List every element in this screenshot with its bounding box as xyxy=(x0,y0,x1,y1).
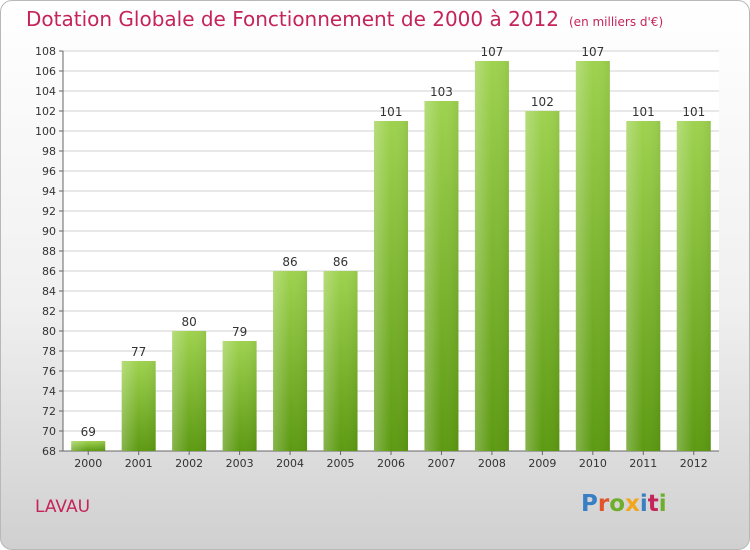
bar-shine xyxy=(474,61,509,451)
bar-shine xyxy=(121,361,156,451)
y-tick-label: 108 xyxy=(35,45,56,58)
bar-shine xyxy=(323,271,358,451)
bar-value-label: 86 xyxy=(333,255,348,269)
chart-title-text: Dotation Globale de Fonctionnement de 20… xyxy=(26,7,559,31)
proxiti-logo[interactable]: Proxiti xyxy=(581,491,667,517)
y-tick-label: 80 xyxy=(42,325,56,338)
chart-unit: (en milliers d'€) xyxy=(569,15,664,29)
y-tick-label: 98 xyxy=(42,145,56,158)
bar-shine xyxy=(222,341,257,451)
x-tick-label: 2012 xyxy=(680,457,708,470)
y-tick-label: 84 xyxy=(42,285,56,298)
logo-letter: i xyxy=(639,491,648,517)
x-tick-label: 2003 xyxy=(226,457,254,470)
y-tick-label: 74 xyxy=(42,385,56,398)
logo-letter: o xyxy=(609,491,626,517)
logo-letter: i xyxy=(658,491,667,517)
bar-value-label: 107 xyxy=(581,45,604,59)
city-name: LAVAU xyxy=(35,497,91,517)
bar-value-label: 101 xyxy=(682,105,705,119)
y-tick-label: 88 xyxy=(42,245,56,258)
chart-title: Dotation Globale de Fonctionnement de 20… xyxy=(26,7,663,31)
x-tick-label: 2011 xyxy=(629,457,657,470)
bar-shine xyxy=(71,441,106,451)
y-tick-label: 104 xyxy=(35,85,56,98)
x-tick-label: 2009 xyxy=(528,457,556,470)
y-tick-label: 76 xyxy=(42,365,56,378)
bar-value-label: 101 xyxy=(632,105,655,119)
y-tick-label: 86 xyxy=(42,265,56,278)
bar-value-label: 86 xyxy=(282,255,297,269)
x-tick-label: 2002 xyxy=(175,457,203,470)
bar-value-label: 103 xyxy=(430,85,453,99)
bar-value-label: 79 xyxy=(232,325,247,339)
logo-letter: r xyxy=(597,491,610,517)
bar-shine xyxy=(273,271,308,451)
y-tick-label: 106 xyxy=(35,65,56,78)
x-tick-label: 2010 xyxy=(579,457,607,470)
y-tick-label: 96 xyxy=(42,165,56,178)
y-tick-label: 68 xyxy=(42,445,56,458)
x-tick-label: 2000 xyxy=(74,457,102,470)
bar-shine xyxy=(172,331,207,451)
bar-shine xyxy=(626,121,661,451)
bar-value-label: 77 xyxy=(131,345,146,359)
y-tick-label: 100 xyxy=(35,125,56,138)
logo-letter: P xyxy=(581,491,598,517)
y-tick-label: 102 xyxy=(35,105,56,118)
y-tick-label: 92 xyxy=(42,205,56,218)
x-tick-label: 2006 xyxy=(377,457,405,470)
x-tick-label: 2001 xyxy=(125,457,153,470)
x-tick-label: 2004 xyxy=(276,457,304,470)
bar-shine xyxy=(676,121,711,451)
logo-letter: t xyxy=(647,491,659,517)
bar-value-label: 107 xyxy=(480,45,503,59)
y-tick-label: 94 xyxy=(42,185,56,198)
y-tick-label: 82 xyxy=(42,305,56,318)
bar-value-label: 101 xyxy=(380,105,403,119)
bar-value-label: 80 xyxy=(182,315,197,329)
y-tick-label: 90 xyxy=(42,225,56,238)
bar-shine xyxy=(374,121,408,451)
bar-value-label: 102 xyxy=(531,95,554,109)
logo-letter: x xyxy=(625,491,640,517)
bar-shine xyxy=(525,111,560,451)
x-tick-label: 2005 xyxy=(327,457,355,470)
x-tick-label: 2007 xyxy=(427,457,455,470)
y-tick-label: 78 xyxy=(42,345,56,358)
x-tick-label: 2008 xyxy=(478,457,506,470)
bar-shine xyxy=(575,61,610,451)
bar-shine xyxy=(424,101,459,451)
y-tick-label: 72 xyxy=(42,405,56,418)
bar-value-label: 69 xyxy=(81,425,96,439)
y-tick-label: 70 xyxy=(42,425,56,438)
